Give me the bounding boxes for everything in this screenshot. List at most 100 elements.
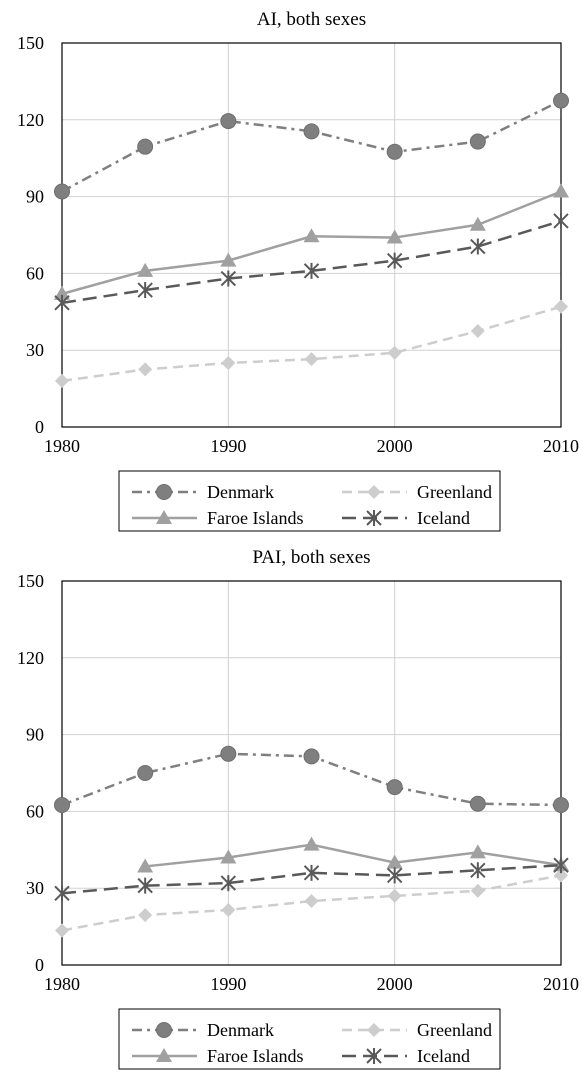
data-point	[54, 885, 70, 902]
chart-panel-pai: PAI, both sexes 0 30 60 90 120 150 1980 1990 2000…	[0, 538, 583, 1076]
chart-title: PAI, both sexes	[252, 547, 370, 568]
data-point	[304, 894, 319, 908]
data-point	[386, 867, 403, 884]
data-point	[469, 844, 486, 859]
legend-label: Greenland	[417, 482, 492, 502]
data-point	[137, 765, 154, 781]
data-point	[220, 745, 237, 762]
legend-marker	[366, 1048, 382, 1064]
data-point	[553, 857, 569, 874]
data-point	[137, 858, 154, 873]
data-point	[303, 748, 320, 765]
data-point	[220, 849, 237, 864]
data-point	[469, 216, 486, 231]
legend-item: Faroe Islands	[132, 508, 303, 528]
y-tick-label: 90	[26, 187, 44, 207]
legend-marker	[366, 510, 382, 526]
data-point	[304, 352, 319, 367]
legend-marker	[156, 1022, 172, 1038]
data-point	[55, 923, 69, 938]
data-point	[470, 324, 485, 338]
data-point	[137, 138, 154, 155]
legend-label: Denmark	[207, 482, 274, 502]
y-tick-label: 60	[26, 801, 44, 821]
data-point	[220, 113, 237, 130]
y-tick-label: 150	[17, 33, 44, 53]
data-point	[470, 883, 485, 898]
series-iceland	[54, 212, 569, 311]
legend-item: Denmark	[132, 482, 274, 502]
data-point	[554, 868, 568, 883]
plot-area-frame	[61, 42, 562, 428]
data-point	[54, 797, 70, 813]
chart-panel-ai: AI, both sexes 0 30 60 90 120 150 1980 1990 2000 2…	[0, 0, 583, 538]
legend-label: Greenland	[417, 1020, 492, 1040]
series-greenland	[55, 868, 568, 938]
legend-label: Iceland	[417, 508, 470, 528]
data-point	[469, 133, 486, 150]
legend-marker	[156, 1048, 172, 1062]
data-point	[303, 864, 320, 881]
data-point	[386, 143, 403, 160]
legend-item: Faroe Islands	[132, 1046, 303, 1066]
data-point	[303, 228, 320, 243]
data-point	[554, 299, 568, 314]
x-tick-label: 2000	[377, 974, 413, 994]
y-tick-label: 150	[17, 571, 44, 591]
x-tick-label: 2010	[543, 436, 579, 456]
data-point	[138, 908, 153, 923]
y-tick-label: 30	[26, 878, 44, 898]
series-line	[61, 305, 562, 383]
data-point	[137, 877, 153, 894]
legend-marker	[367, 485, 381, 499]
x-tick-label: 1990	[210, 436, 246, 456]
data-point	[470, 238, 486, 255]
legend-marker	[156, 510, 172, 524]
data-point	[386, 229, 403, 244]
data-point	[386, 779, 403, 796]
data-point	[386, 252, 403, 269]
series-faroe-islands	[54, 183, 569, 300]
data-point	[138, 362, 153, 377]
y-tick-label: 90	[26, 725, 44, 745]
series-greenland	[55, 299, 568, 388]
data-point	[220, 252, 237, 267]
series-line	[145, 843, 562, 868]
data-point	[54, 183, 70, 200]
series-denmark	[54, 745, 569, 813]
data-point	[221, 902, 236, 917]
x-tick-label: 2010	[543, 974, 579, 994]
data-point	[303, 262, 320, 279]
y-tick-label: 0	[35, 955, 44, 975]
y-tick-label: 0	[35, 417, 44, 437]
legend: Denmark Greenland Faroe Islands Iceland	[118, 470, 501, 532]
legend-item: Iceland	[342, 1046, 470, 1066]
legend-item: Denmark	[132, 1020, 274, 1040]
legend-label: Denmark	[207, 1020, 274, 1040]
data-point	[55, 373, 69, 388]
x-tick-label: 1980	[44, 436, 80, 456]
series-iceland	[54, 857, 569, 902]
data-point	[470, 862, 486, 879]
data-point	[220, 270, 237, 287]
data-point	[387, 888, 402, 903]
y-tick-label: 30	[26, 340, 44, 360]
legend-item: Iceland	[342, 508, 470, 528]
data-point	[553, 797, 569, 813]
data-point	[54, 294, 70, 311]
chart-title: AI, both sexes	[257, 9, 366, 30]
legend-box	[118, 470, 501, 532]
plot-area-frame	[61, 580, 562, 966]
legend-marker	[367, 1023, 381, 1037]
legend-item: Greenland	[342, 482, 492, 502]
series-faroe-islands	[137, 836, 569, 873]
legend-box	[118, 1008, 501, 1070]
data-point	[553, 183, 569, 198]
data-point	[469, 795, 486, 812]
y-tick-label: 60	[26, 263, 44, 283]
data-point	[303, 836, 320, 851]
data-point	[137, 282, 153, 299]
series-line	[61, 99, 562, 193]
x-tick-label: 1980	[44, 974, 80, 994]
x-tick-label: 2000	[377, 436, 413, 456]
